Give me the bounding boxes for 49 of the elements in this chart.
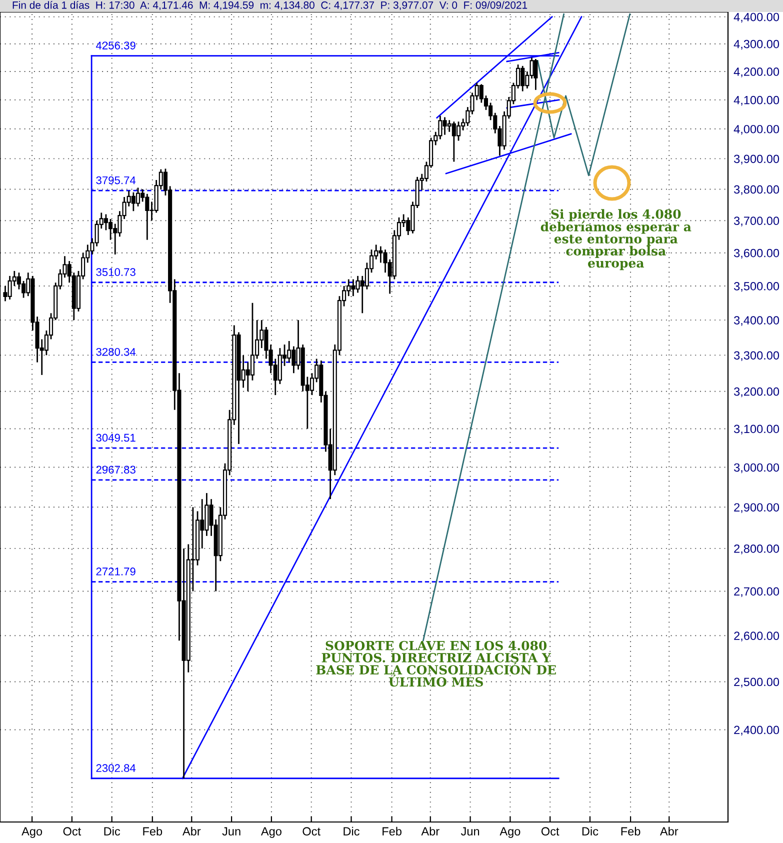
y-tick-label: 3,600.00 bbox=[734, 248, 780, 259]
y-tick-label: 4,000.00 bbox=[734, 124, 780, 135]
y-tick-label: 3,300.00 bbox=[734, 351, 780, 361]
y-tick-label: 3,900.00 bbox=[734, 154, 780, 164]
y-tick-label: 3,000.00 bbox=[734, 463, 780, 474]
x-tick-label: Dic bbox=[104, 826, 120, 836]
x-tick-label: Ago bbox=[500, 827, 520, 838]
y-tick-label: 3,500.00 bbox=[734, 282, 780, 292]
y-tick-label: 3,800.00 bbox=[734, 185, 780, 196]
x-tick-label: Abr bbox=[660, 826, 678, 836]
y-tick-label: 4,200.00 bbox=[734, 68, 780, 78]
y-tick-label: 2,600.00 bbox=[734, 632, 780, 642]
annotation: 2721.79 bbox=[96, 568, 136, 576]
y-tick-label: 2,400.00 bbox=[734, 726, 780, 736]
y-tick-label: 3,400.00 bbox=[734, 316, 780, 326]
x-tick-label: Abr bbox=[421, 826, 440, 836]
x-tick-label: Dic bbox=[344, 826, 360, 836]
y-tick-label: 2,500.00 bbox=[734, 678, 780, 688]
y-tick-label: 4,400.00 bbox=[734, 12, 780, 23]
chart-title: Fin de día 1 días H: 17:30 A: 4,171.46 M: 4,194.59 m: 4,134.80 C: 4,177.37 P: 3,977.07 V: 0 F: 09/09/2021 bbox=[12, 1, 528, 10]
x-tick-label: Feb bbox=[143, 826, 162, 836]
x-tick-label: Oct bbox=[63, 827, 82, 836]
x-tick-label: Oct bbox=[302, 827, 320, 836]
y-tick-label: 3,700.00 bbox=[734, 216, 780, 226]
y-tick-label: 3,200.00 bbox=[734, 387, 780, 398]
x-tick-label: Abr bbox=[182, 826, 201, 836]
annotation: 2967.83 bbox=[96, 466, 136, 474]
x-tick-label: Jun bbox=[460, 827, 480, 836]
y-tick-label: 2,900.00 bbox=[734, 503, 780, 513]
annotation: 3795.74 bbox=[96, 176, 136, 184]
annotation: Si pierde los 4.080 deberíamos esperar a este entorno para comprar bolsa europea bbox=[540, 209, 692, 270]
annotation: 3510.73 bbox=[96, 268, 136, 276]
y-tick-label: 2,800.00 bbox=[734, 544, 780, 554]
y-tick-label: 3,100.00 bbox=[734, 424, 780, 435]
annotation: 3049.51 bbox=[96, 434, 136, 442]
y-tick-label: 2,700.00 bbox=[734, 587, 780, 598]
x-tick-label: Feb bbox=[382, 826, 402, 836]
annotation: SOPORTE CLAVE EN LOS 4.080 PUNTOS. DIRECTRIZ ALCISTA Y BASE DE LA CONSOLIDACIÓN DE ÚLTIMO MES bbox=[316, 640, 556, 687]
y-tick-label: 4,300.00 bbox=[734, 40, 780, 50]
annotation: 4256.39 bbox=[96, 42, 136, 50]
x-tick-label: Dic bbox=[582, 826, 598, 836]
annotation: 3280.34 bbox=[96, 348, 136, 356]
x-tick-label: Ago bbox=[22, 827, 42, 838]
x-tick-label: Oct bbox=[541, 827, 560, 836]
y-tick-label: 4,100.00 bbox=[734, 96, 780, 106]
x-tick-label: Jun bbox=[222, 827, 240, 836]
x-tick-label: Feb bbox=[621, 826, 640, 836]
annotation: 2302.84 bbox=[96, 764, 136, 772]
x-tick-label: Ago bbox=[260, 827, 282, 838]
